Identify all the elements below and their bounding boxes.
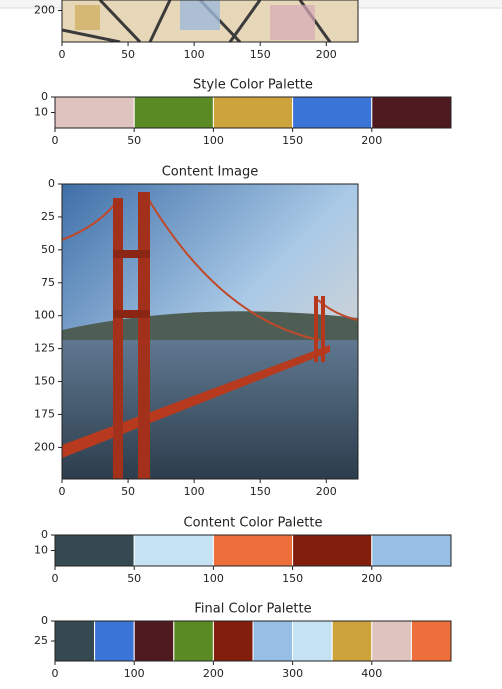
color-swatch [292, 534, 373, 567]
y-tick-label: 10 [34, 106, 48, 119]
axes-frame [61, 0, 359, 43]
x-tick-label: 300 [282, 667, 303, 680]
x-tick-label: 150 [250, 485, 271, 498]
x-tick-label: 200 [203, 667, 224, 680]
y-tick-label: 75 [41, 276, 55, 289]
x-tick-label: 200 [361, 572, 382, 585]
x-tick-label: 50 [121, 485, 135, 498]
style-image [62, 0, 358, 42]
color-swatch [371, 620, 412, 662]
y-tick-label: 0 [41, 90, 48, 103]
color-swatch [292, 620, 333, 662]
x-tick-label: 400 [361, 667, 382, 680]
y-tick-label: 50 [41, 243, 55, 256]
x-tick-label: 150 [250, 48, 271, 61]
color-swatch [212, 96, 294, 129]
x-tick-label: 150 [282, 134, 303, 147]
x-tick-label: 200 [361, 134, 382, 147]
y-tick-label: 200 [34, 440, 55, 453]
x-tick-label: 100 [184, 48, 205, 61]
color-swatch [292, 96, 373, 129]
color-swatch [212, 620, 254, 662]
y-tick-label: 200 [34, 4, 55, 17]
y-tick-label: 100 [34, 309, 55, 322]
content-image [62, 184, 358, 479]
x-tick-label: 0 [59, 48, 66, 61]
y-tick-label: 150 [34, 375, 55, 388]
x-tick-label: 100 [203, 572, 224, 585]
figure-title: Content Color Palette [184, 516, 323, 531]
x-tick-label: 50 [127, 572, 141, 585]
color-swatch [54, 96, 135, 129]
color-swatch [252, 620, 294, 662]
color-swatch [94, 620, 135, 662]
y-tick-label: 10 [34, 544, 48, 557]
color-swatch [133, 96, 214, 129]
x-tick-label: 150 [282, 572, 303, 585]
color-swatch [133, 534, 214, 567]
x-tick-label: 0 [52, 667, 59, 680]
figure-title: Style Color Palette [193, 78, 313, 93]
y-tick-label: 0 [48, 177, 55, 190]
x-tick-label: 200 [316, 48, 337, 61]
x-tick-label: 0 [52, 134, 59, 147]
x-tick-label: 100 [203, 134, 224, 147]
figure-title: Final Color Palette [194, 602, 311, 617]
color-swatch [212, 534, 294, 567]
x-tick-label: 100 [124, 667, 145, 680]
axes-frame [61, 183, 359, 480]
x-tick-label: 200 [316, 485, 337, 498]
y-tick-label: 25 [41, 210, 55, 223]
color-swatch [54, 534, 135, 567]
x-tick-label: 50 [121, 48, 135, 61]
color-swatch [133, 620, 175, 662]
color-swatch [173, 620, 214, 662]
color-swatch [371, 96, 452, 129]
color-swatch [410, 620, 452, 662]
y-tick-label: 0 [41, 528, 48, 541]
figure-title: Content Image [162, 165, 259, 180]
color-swatch [54, 620, 96, 662]
x-tick-label: 50 [127, 134, 141, 147]
color-swatch [371, 534, 452, 567]
x-tick-label: 0 [52, 572, 59, 585]
y-tick-label: 0 [41, 614, 48, 627]
x-tick-label: 0 [59, 485, 66, 498]
y-tick-label: 25 [34, 634, 48, 647]
y-tick-label: 175 [34, 407, 55, 420]
color-swatch [331, 620, 373, 662]
y-tick-label: 125 [34, 342, 55, 355]
x-tick-label: 100 [184, 485, 205, 498]
